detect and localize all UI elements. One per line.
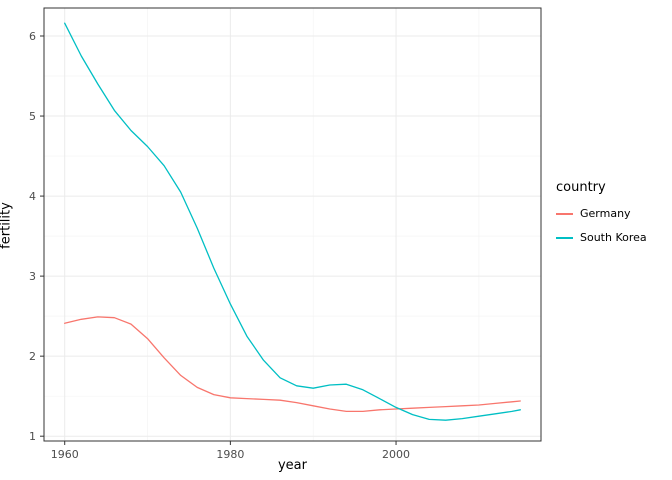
y-tick-label: 3 bbox=[29, 270, 36, 283]
germany-line bbox=[64, 316, 521, 413]
legend-label-south-korea: South Korea bbox=[580, 231, 647, 244]
x-tick-label: 1960 bbox=[51, 448, 79, 461]
y-tick-label: 4 bbox=[29, 190, 36, 203]
south-korea-line-swatch bbox=[556, 237, 573, 239]
y-tick-label: 5 bbox=[29, 110, 36, 123]
legend-label-germany: Germany bbox=[580, 207, 631, 220]
legend-item-germany: Germany bbox=[556, 205, 668, 222]
x-tick-label: 1980 bbox=[216, 448, 244, 461]
x-tick-label: 2000 bbox=[382, 448, 410, 461]
y-tick-label: 6 bbox=[29, 30, 36, 43]
y-axis-title: fertility bbox=[0, 202, 14, 249]
south-korea-line bbox=[64, 22, 521, 421]
panel-border bbox=[43, 7, 542, 442]
x-axis-title: year bbox=[277, 458, 307, 473]
legend-key-germany bbox=[556, 205, 573, 222]
legend: country Germany South Korea bbox=[556, 180, 668, 253]
y-tick-label: 1 bbox=[29, 430, 36, 443]
legend-title: country bbox=[556, 180, 606, 195]
legend-item-south-korea: South Korea bbox=[556, 229, 668, 246]
legend-key-south-korea bbox=[556, 229, 573, 246]
germany-line-swatch bbox=[556, 213, 573, 215]
y-tick-label: 2 bbox=[29, 350, 36, 363]
